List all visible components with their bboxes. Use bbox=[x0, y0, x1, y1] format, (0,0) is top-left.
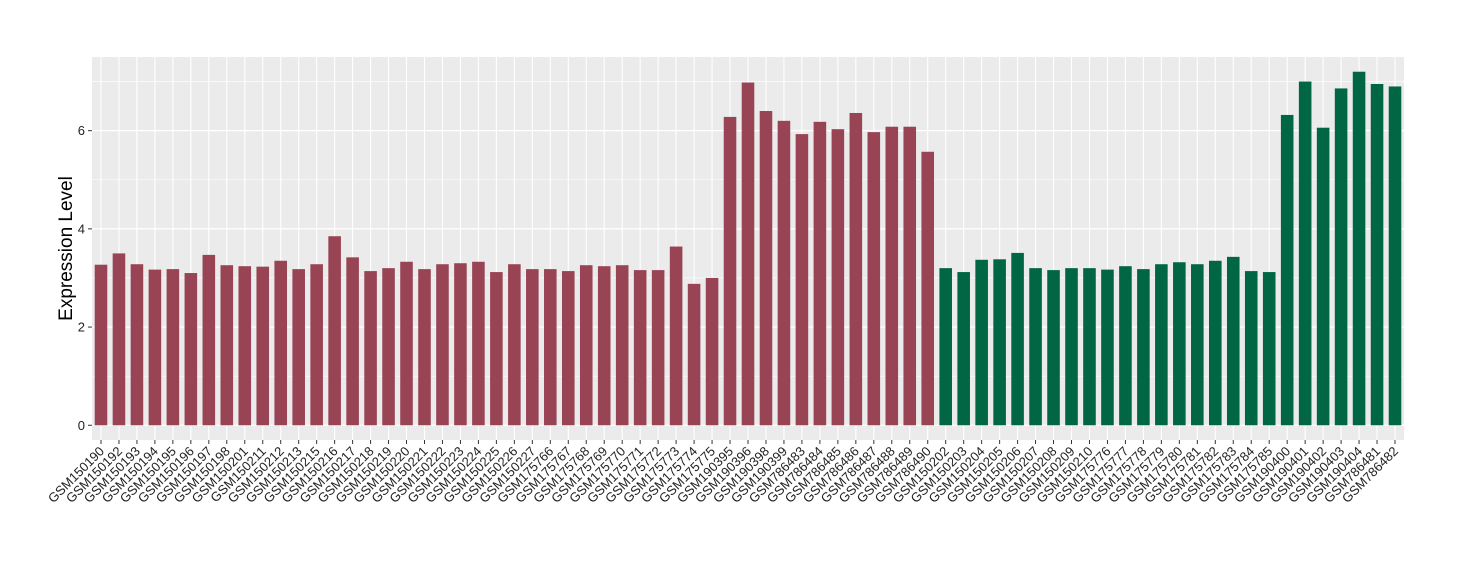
bar-GSM150225 bbox=[490, 272, 503, 426]
y-tick-label: 4 bbox=[78, 221, 85, 236]
bar-GSM150190 bbox=[94, 264, 108, 426]
bar-GSM175779 bbox=[1155, 264, 1168, 426]
bar-GSM150207 bbox=[1029, 268, 1042, 426]
bar-GSM150194 bbox=[148, 269, 162, 426]
bar-GSM786486 bbox=[849, 112, 863, 426]
bar-GSM786483 bbox=[795, 134, 809, 426]
bar-GSM175766 bbox=[544, 269, 557, 426]
bar-GSM786484 bbox=[813, 121, 827, 426]
bar-GSM175782 bbox=[1208, 260, 1222, 426]
bar-GSM150224 bbox=[472, 261, 485, 426]
bar-GSM175769 bbox=[597, 266, 611, 426]
bar-GSM150216 bbox=[328, 236, 341, 426]
bar-GSM150220 bbox=[400, 261, 413, 426]
x-axis: GSM150190GSM150192GSM150193GSM150194GSM1… bbox=[45, 440, 1401, 506]
bar-GSM786487 bbox=[867, 132, 881, 426]
bar-GSM150197 bbox=[202, 254, 216, 426]
y-tick-label: 2 bbox=[78, 320, 85, 335]
bar-GSM150204 bbox=[975, 259, 988, 426]
bar-GSM150196 bbox=[184, 273, 198, 426]
bar-GSM190400 bbox=[1280, 114, 1294, 426]
bar-GSM786485 bbox=[831, 129, 845, 426]
y-axis-title: Expression Level bbox=[56, 176, 77, 321]
bar-GSM150205 bbox=[993, 259, 1006, 426]
bar-GSM150213 bbox=[292, 269, 305, 426]
bar-GSM150192 bbox=[112, 253, 126, 426]
bar-GSM190398 bbox=[759, 111, 773, 426]
bar-GSM150209 bbox=[1065, 268, 1078, 426]
bar-GSM150219 bbox=[382, 268, 395, 426]
bar-GSM150193 bbox=[130, 264, 144, 426]
bar-GSM150195 bbox=[166, 269, 180, 426]
bar-GSM150223 bbox=[454, 263, 467, 426]
bar-GSM175784 bbox=[1244, 271, 1258, 426]
y-axis: 0 2 4 6 bbox=[78, 123, 92, 433]
bar-GSM175783 bbox=[1226, 256, 1240, 426]
bar-GSM150222 bbox=[436, 264, 449, 426]
bar-GSM175775 bbox=[705, 277, 719, 426]
bar-GSM150226 bbox=[508, 264, 521, 426]
bar-GSM190404 bbox=[1352, 71, 1366, 426]
bar-GSM786488 bbox=[885, 126, 899, 426]
bar-GSM190402 bbox=[1316, 127, 1330, 426]
y-tick-label: 0 bbox=[78, 418, 85, 433]
bar-GSM150211 bbox=[256, 266, 270, 426]
bar-GSM150203 bbox=[957, 272, 970, 426]
bar-GSM150201 bbox=[238, 266, 252, 426]
bar-GSM150227 bbox=[526, 269, 539, 426]
bar-GSM190395 bbox=[723, 116, 737, 426]
bar-GSM190399 bbox=[777, 120, 791, 426]
bar-GSM175772 bbox=[651, 270, 665, 426]
bar-GSM150210 bbox=[1083, 268, 1096, 426]
bar-GSM150221 bbox=[418, 269, 431, 426]
bar-GSM175774 bbox=[687, 283, 701, 426]
bars bbox=[94, 71, 1402, 426]
bar-GSM150198 bbox=[220, 265, 234, 426]
bar-GSM190403 bbox=[1334, 88, 1348, 426]
bar-GSM786482 bbox=[1388, 86, 1402, 426]
bar-GSM175767 bbox=[561, 271, 575, 426]
bar-GSM150217 bbox=[346, 257, 359, 426]
bar-GSM175781 bbox=[1191, 264, 1204, 426]
bar-GSM786490 bbox=[921, 151, 935, 426]
bar-GSM175773 bbox=[669, 246, 683, 426]
bar-GSM190401 bbox=[1298, 81, 1312, 426]
y-tick-label: 6 bbox=[78, 123, 85, 138]
bar-GSM150218 bbox=[364, 271, 377, 426]
bar-GSM150202 bbox=[939, 268, 952, 426]
bar-GSM175770 bbox=[615, 265, 629, 426]
bar-GSM175778 bbox=[1137, 269, 1150, 426]
bar-GSM175776 bbox=[1101, 269, 1114, 426]
bar-GSM175777 bbox=[1119, 266, 1132, 426]
bar-GSM175785 bbox=[1262, 272, 1276, 426]
bar-GSM175780 bbox=[1173, 262, 1186, 426]
bar-GSM150208 bbox=[1047, 270, 1060, 426]
bar-GSM175768 bbox=[579, 265, 593, 426]
bar-GSM786489 bbox=[903, 126, 917, 426]
bar-GSM190396 bbox=[741, 82, 755, 426]
bar-GSM175771 bbox=[633, 270, 647, 426]
bar-GSM150212 bbox=[274, 260, 288, 426]
bar-GSM786481 bbox=[1370, 84, 1384, 426]
bar-GSM150215 bbox=[310, 264, 323, 426]
bar-GSM150206 bbox=[1011, 252, 1024, 426]
